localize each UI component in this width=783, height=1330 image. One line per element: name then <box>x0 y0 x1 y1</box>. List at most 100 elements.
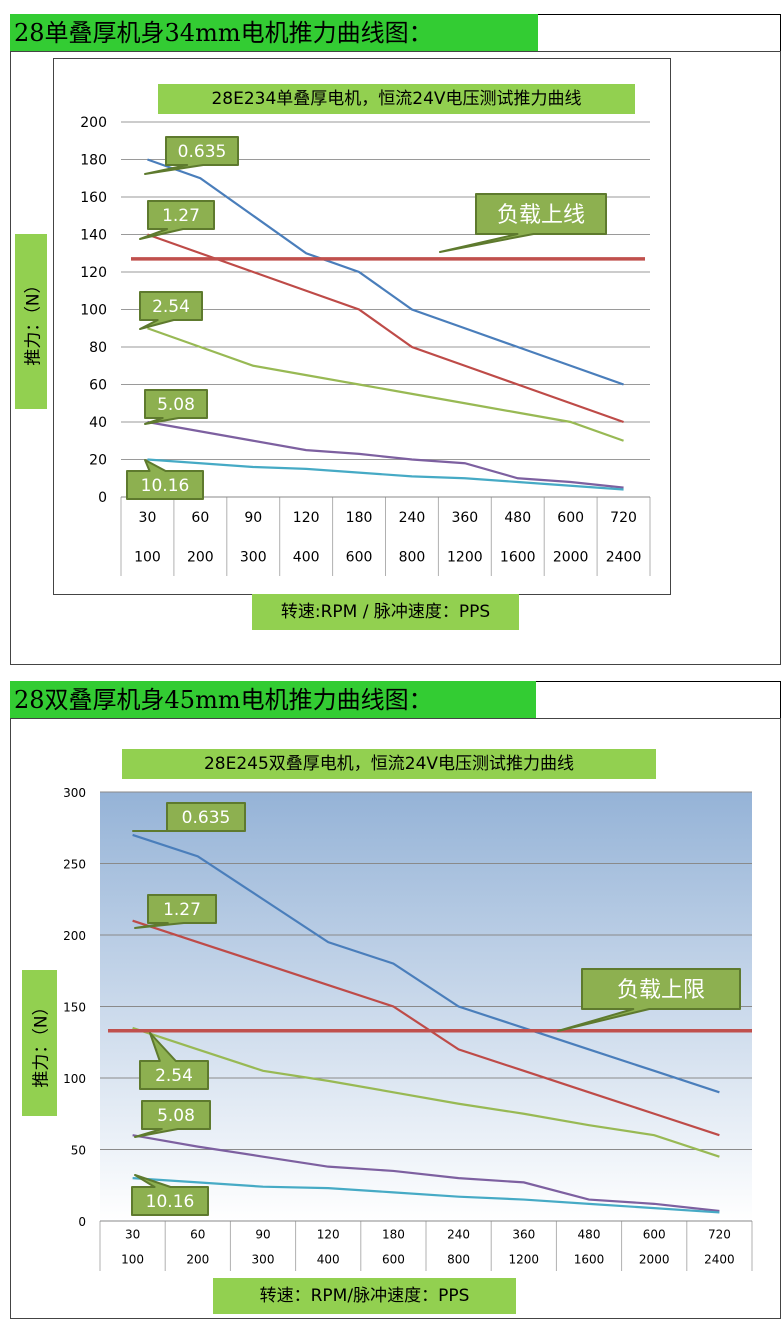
chart-1-series-label: 0.635 <box>178 142 227 162</box>
chart-2-series-label: 5.08 <box>157 1106 195 1126</box>
chart-1-xtick-pps: 300 <box>240 549 267 565</box>
section-2: 28双叠厚机身45mm电机推力曲线图： 28E245双叠厚电机，恒流24V电压测… <box>0 681 783 1330</box>
chart-1-xtick-rpm: 720 <box>610 510 637 526</box>
chart-2-series-label: 1.27 <box>163 900 201 920</box>
chart-2-xtick-rpm: 360 <box>512 1228 535 1242</box>
chart-1-xtick-rpm: 360 <box>451 510 478 526</box>
chart-2-xtick-pps: 1200 <box>509 1253 540 1267</box>
chart-2-title: 28E245双叠厚电机，恒流24V电压测试推力曲线 <box>122 749 656 779</box>
chart-1-xtick-rpm: 90 <box>244 510 262 526</box>
chart-2-ytick: 250 <box>63 858 86 872</box>
chart-2-series-label: 2.54 <box>155 1066 193 1086</box>
chart-1-series-label: 10.16 <box>141 476 190 496</box>
chart-2-xtick-pps: 200 <box>186 1253 209 1267</box>
chart-1-series-label: 2.54 <box>152 297 190 317</box>
chart-2-xtick-rpm: 30 <box>125 1228 140 1242</box>
section-1-title: 28单叠厚机身34mm电机推力曲线图： <box>10 14 538 52</box>
chart-2-series-4-line <box>132 1177 720 1214</box>
chart-1-ylabel: 推力：（N） <box>15 234 47 409</box>
chart-1-ytick: 120 <box>80 265 107 281</box>
chart-2-ylabel: 推力：（N） <box>22 970 57 1116</box>
chart-2-callout-bubble <box>134 894 217 929</box>
chart-2-xtick-pps: 300 <box>252 1253 275 1267</box>
chart-1-callout-bubble <box>144 389 208 425</box>
chart-2-ytick: 150 <box>63 1001 86 1015</box>
chart-1-svg: 0 20 40 60 80 100 120 140 160 180 200 30 100 60 200 90 3… <box>80 115 651 576</box>
chart-1-series-4-line <box>147 458 624 491</box>
chart-1-ytick: 80 <box>89 340 107 356</box>
chart-2-xtick-pps: 800 <box>447 1253 470 1267</box>
chart-1-callout-bubble <box>126 459 204 500</box>
chart-2-callout-bubble <box>132 802 246 832</box>
chart-1-title: 28E234单叠厚电机，恒流24V电压测试推力曲线 <box>158 84 635 114</box>
chart-1-series-label: 1.27 <box>162 206 200 226</box>
chart-2-series-2-line <box>132 1026 720 1158</box>
chart-2-xtick-rpm: 720 <box>708 1228 731 1242</box>
chart-2-xtick-rpm: 180 <box>382 1228 405 1242</box>
chart-1-callout-bubble <box>139 291 203 330</box>
chart-1-xtick-pps: 100 <box>134 549 161 565</box>
chart-2-xlabel: 转速：RPM/脉冲速度：PPS <box>213 1278 516 1314</box>
chart-2-series-label: 0.635 <box>182 808 231 828</box>
chart-1-ytick: 180 <box>80 153 107 169</box>
chart-2-callout-bubble <box>131 1174 209 1216</box>
chart-1-ytick: 140 <box>80 228 107 244</box>
chart-1-xtick-rpm: 120 <box>293 510 320 526</box>
chart-1-ytick: 100 <box>80 303 107 319</box>
chart-2-ytick: 300 <box>63 786 86 800</box>
chart-2-xtick-rpm: 60 <box>190 1228 205 1242</box>
chart-2-xtick-rpm: 600 <box>643 1228 666 1242</box>
chart-1-xtick-pps: 2000 <box>553 549 589 565</box>
chart-1-ytick: 160 <box>80 190 107 206</box>
chart-1-limit-label: 负载上线 <box>497 203 585 228</box>
chart-1-xtick-pps: 800 <box>399 549 426 565</box>
chart-1-xtick-rpm: 240 <box>399 510 426 526</box>
chart-2-xtick-pps: 2000 <box>639 1253 670 1267</box>
chart-2-callout-bubble <box>139 1032 209 1090</box>
chart-1-ytick: 60 <box>89 378 107 394</box>
chart-2-ytick: 50 <box>71 1144 86 1158</box>
chart-2-xtick-pps: 100 <box>121 1253 144 1267</box>
chart-2-callout-bubble <box>134 1100 211 1138</box>
chart-1-xlabel: 转速:RPM / 脉冲速度：PPS <box>252 594 519 630</box>
chart-2-ytick: 0 <box>78 1215 86 1229</box>
chart-2-xtick-pps: 400 <box>317 1253 340 1267</box>
chart-2-series-1-line <box>132 919 720 1137</box>
chart-1-xtick-rpm: 60 <box>191 510 209 526</box>
chart-1-series-0-line <box>147 158 624 386</box>
chart-2-series-0-line <box>132 833 720 1094</box>
chart-2-ytick: 100 <box>63 1072 86 1086</box>
chart-2-callout-bubble <box>557 968 741 1032</box>
chart-2-xtick-pps: 1600 <box>574 1253 605 1267</box>
chart-1-series-1-line <box>147 233 624 424</box>
chart-1-xtick-rpm: 30 <box>139 510 157 526</box>
chart-1-frame <box>53 58 671 595</box>
chart-2-xtick-rpm: 120 <box>317 1228 340 1242</box>
chart-2-xtick-rpm: 480 <box>578 1228 601 1242</box>
chart-1-xtick-rpm: 180 <box>346 510 373 526</box>
chart-1-ytick: 20 <box>89 453 107 469</box>
chart-1-xtick-pps: 600 <box>346 549 373 565</box>
chart-1-series-label: 5.08 <box>157 395 195 415</box>
chart-2-series-label: 10.16 <box>146 1192 195 1212</box>
chart-2-series-3-line <box>132 1134 720 1213</box>
chart-1-xtick-pps: 200 <box>187 549 214 565</box>
chart-2-ytick: 200 <box>63 929 86 943</box>
chart-1-xtick-rpm: 600 <box>557 510 584 526</box>
chart-1-ytick: 0 <box>98 490 107 506</box>
chart-1-xtick-pps: 1200 <box>447 549 483 565</box>
section-2-title: 28双叠厚机身45mm电机推力曲线图： <box>10 681 536 719</box>
chart-1-series-2-line <box>147 327 624 442</box>
chart-1-xtick-pps: 2400 <box>606 549 642 565</box>
chart-1-ytick: 200 <box>80 115 107 131</box>
chart-2-xtick-rpm: 240 <box>447 1228 470 1242</box>
chart-2-svg: 0 50 100 150 200 250 300 30 100 60 200 90 300 120 400 1… <box>63 786 753 1271</box>
chart-2-xtick-rpm: 90 <box>255 1228 270 1242</box>
chart-1-callout-bubble <box>439 193 607 253</box>
chart-1-callout-bubble <box>144 136 239 175</box>
chart-1-xtick-pps: 1600 <box>500 549 536 565</box>
chart-2-limit-label: 负载上限 <box>617 978 705 1003</box>
chart-2-xtick-pps: 2400 <box>704 1253 735 1267</box>
chart-1-ytick: 40 <box>89 415 107 431</box>
section-1: 28单叠厚机身34mm电机推力曲线图： 28E234单叠厚电机，恒流24V电压测… <box>0 14 783 665</box>
